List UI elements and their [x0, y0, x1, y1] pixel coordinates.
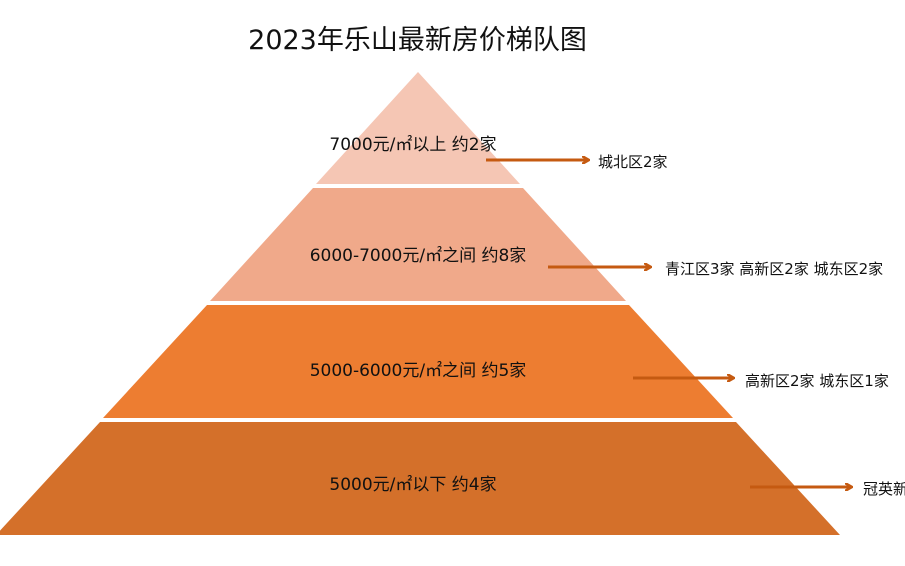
- tier-1-shape: [316, 72, 520, 184]
- diagram-title: 2023年乐山最新房价梯队图: [248, 25, 587, 56]
- tier-3-shape: [103, 305, 733, 418]
- tier-2-detail: 青江区3家 高新区2家 城东区2家: [665, 260, 884, 278]
- tier-4-label: 5000元/㎡以下 约4家: [329, 475, 497, 495]
- tier-3-detail: 高新区2家 城东区1家: [745, 372, 889, 390]
- tier-3-label: 5000-6000元/㎡之间 约5家: [309, 361, 527, 381]
- tier-1-label: 7000元/㎡以上 约2家: [329, 135, 497, 155]
- tier-1-detail: 城北区2家: [598, 153, 668, 171]
- tier-4-detail: 冠英新: [863, 480, 905, 498]
- tier-2-shape: [210, 188, 626, 301]
- tier-4-shape: [0, 422, 840, 535]
- tier-2-label: 6000-7000元/㎡之间 约8家: [309, 246, 527, 266]
